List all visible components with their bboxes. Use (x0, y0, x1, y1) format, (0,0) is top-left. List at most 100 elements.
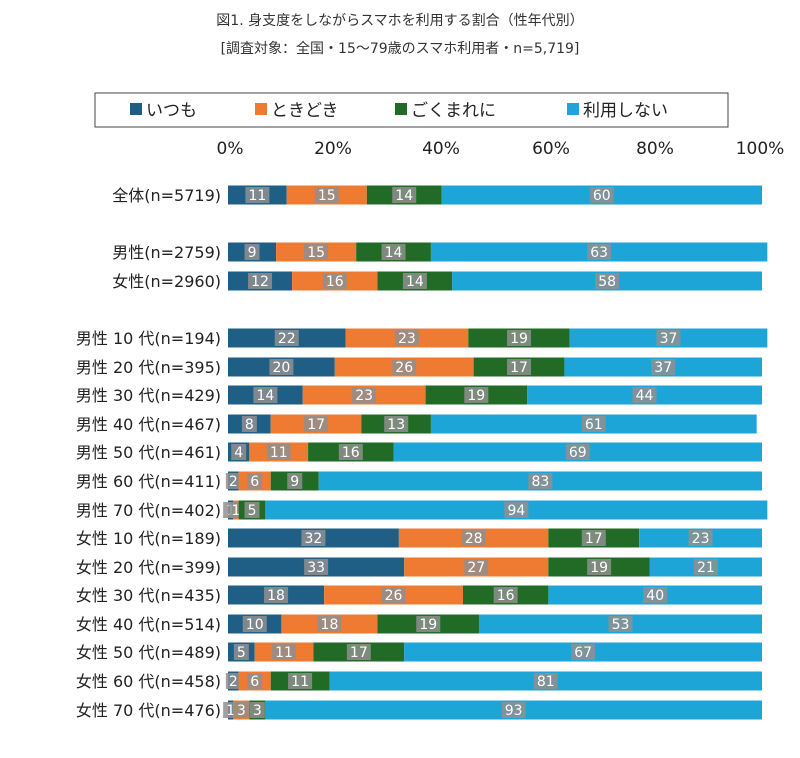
x-tick-label: 20% (314, 139, 352, 159)
data-label: 58 (598, 274, 616, 290)
data-label-box (464, 559, 489, 575)
data-label-box (322, 273, 347, 289)
data-label-box (269, 359, 294, 375)
data-label-box (301, 530, 326, 546)
data-label-box (384, 416, 409, 432)
legend-swatch-4 (567, 103, 579, 115)
data-label-box (264, 587, 289, 603)
data-label-box (392, 359, 417, 375)
data-label: 14 (395, 188, 413, 204)
data-label: 63 (590, 245, 608, 261)
data-label-box (402, 273, 427, 289)
category-label: 女性 20 代(n=399) (76, 558, 221, 577)
data-label: 11 (270, 445, 288, 461)
data-label-box (589, 187, 614, 203)
legend-label-3: ごくまれに (411, 101, 496, 121)
data-label-box (507, 359, 532, 375)
data-label: 2 (229, 674, 238, 690)
data-label: 19 (510, 331, 528, 347)
data-label: 9 (290, 474, 299, 490)
data-label-box (587, 244, 612, 260)
data-label-box (248, 273, 273, 289)
data-label-box (392, 187, 417, 203)
data-label: 26 (395, 360, 413, 376)
data-label: 20 (272, 360, 290, 376)
data-label-box (225, 473, 241, 489)
legend-label-4: 利用しない (583, 101, 668, 121)
data-label: 69 (569, 445, 587, 461)
data-label: 8 (245, 417, 254, 433)
data-label: 37 (654, 360, 672, 376)
data-label-box (394, 330, 419, 346)
category-label: 女性(n=2960) (112, 272, 221, 291)
data-label: 6 (250, 474, 259, 490)
data-label: 26 (385, 588, 403, 604)
data-label-box (241, 416, 257, 432)
data-label: 23 (355, 388, 373, 404)
chart-title: 図1. 身支度をしながらスマホを利用する割合（性年代別） (216, 13, 584, 29)
data-label: 11 (275, 645, 293, 661)
data-label: 17 (350, 645, 368, 661)
data-label-box (253, 387, 278, 403)
data-label-box (304, 416, 329, 432)
category-label: 男性 20 代(n=395) (76, 358, 221, 377)
data-label-box (314, 187, 339, 203)
data-label: 83 (531, 474, 549, 490)
data-label: 81 (537, 674, 555, 690)
category-label: 男性 10 代(n=194) (76, 329, 221, 348)
data-label: 37 (660, 331, 678, 347)
category-label: 男性 60 代(n=411) (76, 472, 221, 491)
data-label: 14 (256, 388, 274, 404)
data-label: 28 (465, 531, 483, 547)
data-label-box (571, 644, 596, 660)
legend-label-1: いつも (146, 101, 197, 121)
data-label: 3 (253, 703, 262, 719)
data-label-box (493, 587, 518, 603)
data-label-box (225, 673, 241, 689)
data-label-box (245, 187, 270, 203)
data-label-box (317, 616, 342, 632)
data-label-box (266, 444, 291, 460)
category-label: 女性 10 代(n=189) (76, 529, 221, 548)
data-label: 16 (342, 445, 360, 461)
data-label: 60 (593, 188, 611, 204)
data-label: 5 (248, 503, 257, 519)
data-label: 33 (307, 560, 325, 576)
data-label: 21 (697, 560, 715, 576)
data-label: 9 (248, 245, 257, 261)
data-label-box (346, 644, 371, 660)
data-label: 19 (419, 617, 437, 633)
data-label-box (381, 244, 406, 260)
data-label: 53 (612, 617, 630, 633)
data-label: 67 (574, 645, 592, 661)
data-label: 19 (467, 388, 485, 404)
data-label: 19 (590, 560, 608, 576)
category-label: 男性 40 代(n=467) (76, 415, 221, 434)
category-label: 男性 50 代(n=461) (76, 443, 221, 462)
data-label: 17 (585, 531, 603, 547)
x-tick-label: 0% (217, 139, 244, 159)
data-label-box (688, 530, 713, 546)
data-label: 17 (307, 417, 325, 433)
data-label: 18 (267, 588, 285, 604)
data-label: 40 (646, 588, 664, 604)
data-label: 12 (251, 274, 269, 290)
data-label-box (304, 244, 329, 260)
data-label-box (461, 530, 486, 546)
data-label-box (244, 502, 260, 518)
legend-swatch-2 (255, 103, 267, 115)
data-label-box (381, 587, 406, 603)
category-label: 男性(n=2759) (112, 243, 221, 262)
data-label: 1 (226, 703, 235, 719)
legend-swatch-1 (130, 103, 142, 115)
data-label: 22 (278, 331, 296, 347)
data-label-box (287, 473, 303, 489)
data-label-box (233, 644, 249, 660)
category-label: 女性 70 代(n=476) (76, 701, 221, 720)
data-label-box (304, 559, 329, 575)
data-label-box (651, 359, 676, 375)
data-label: 27 (467, 560, 485, 576)
data-label-box (501, 702, 526, 718)
data-label-box (643, 587, 668, 603)
